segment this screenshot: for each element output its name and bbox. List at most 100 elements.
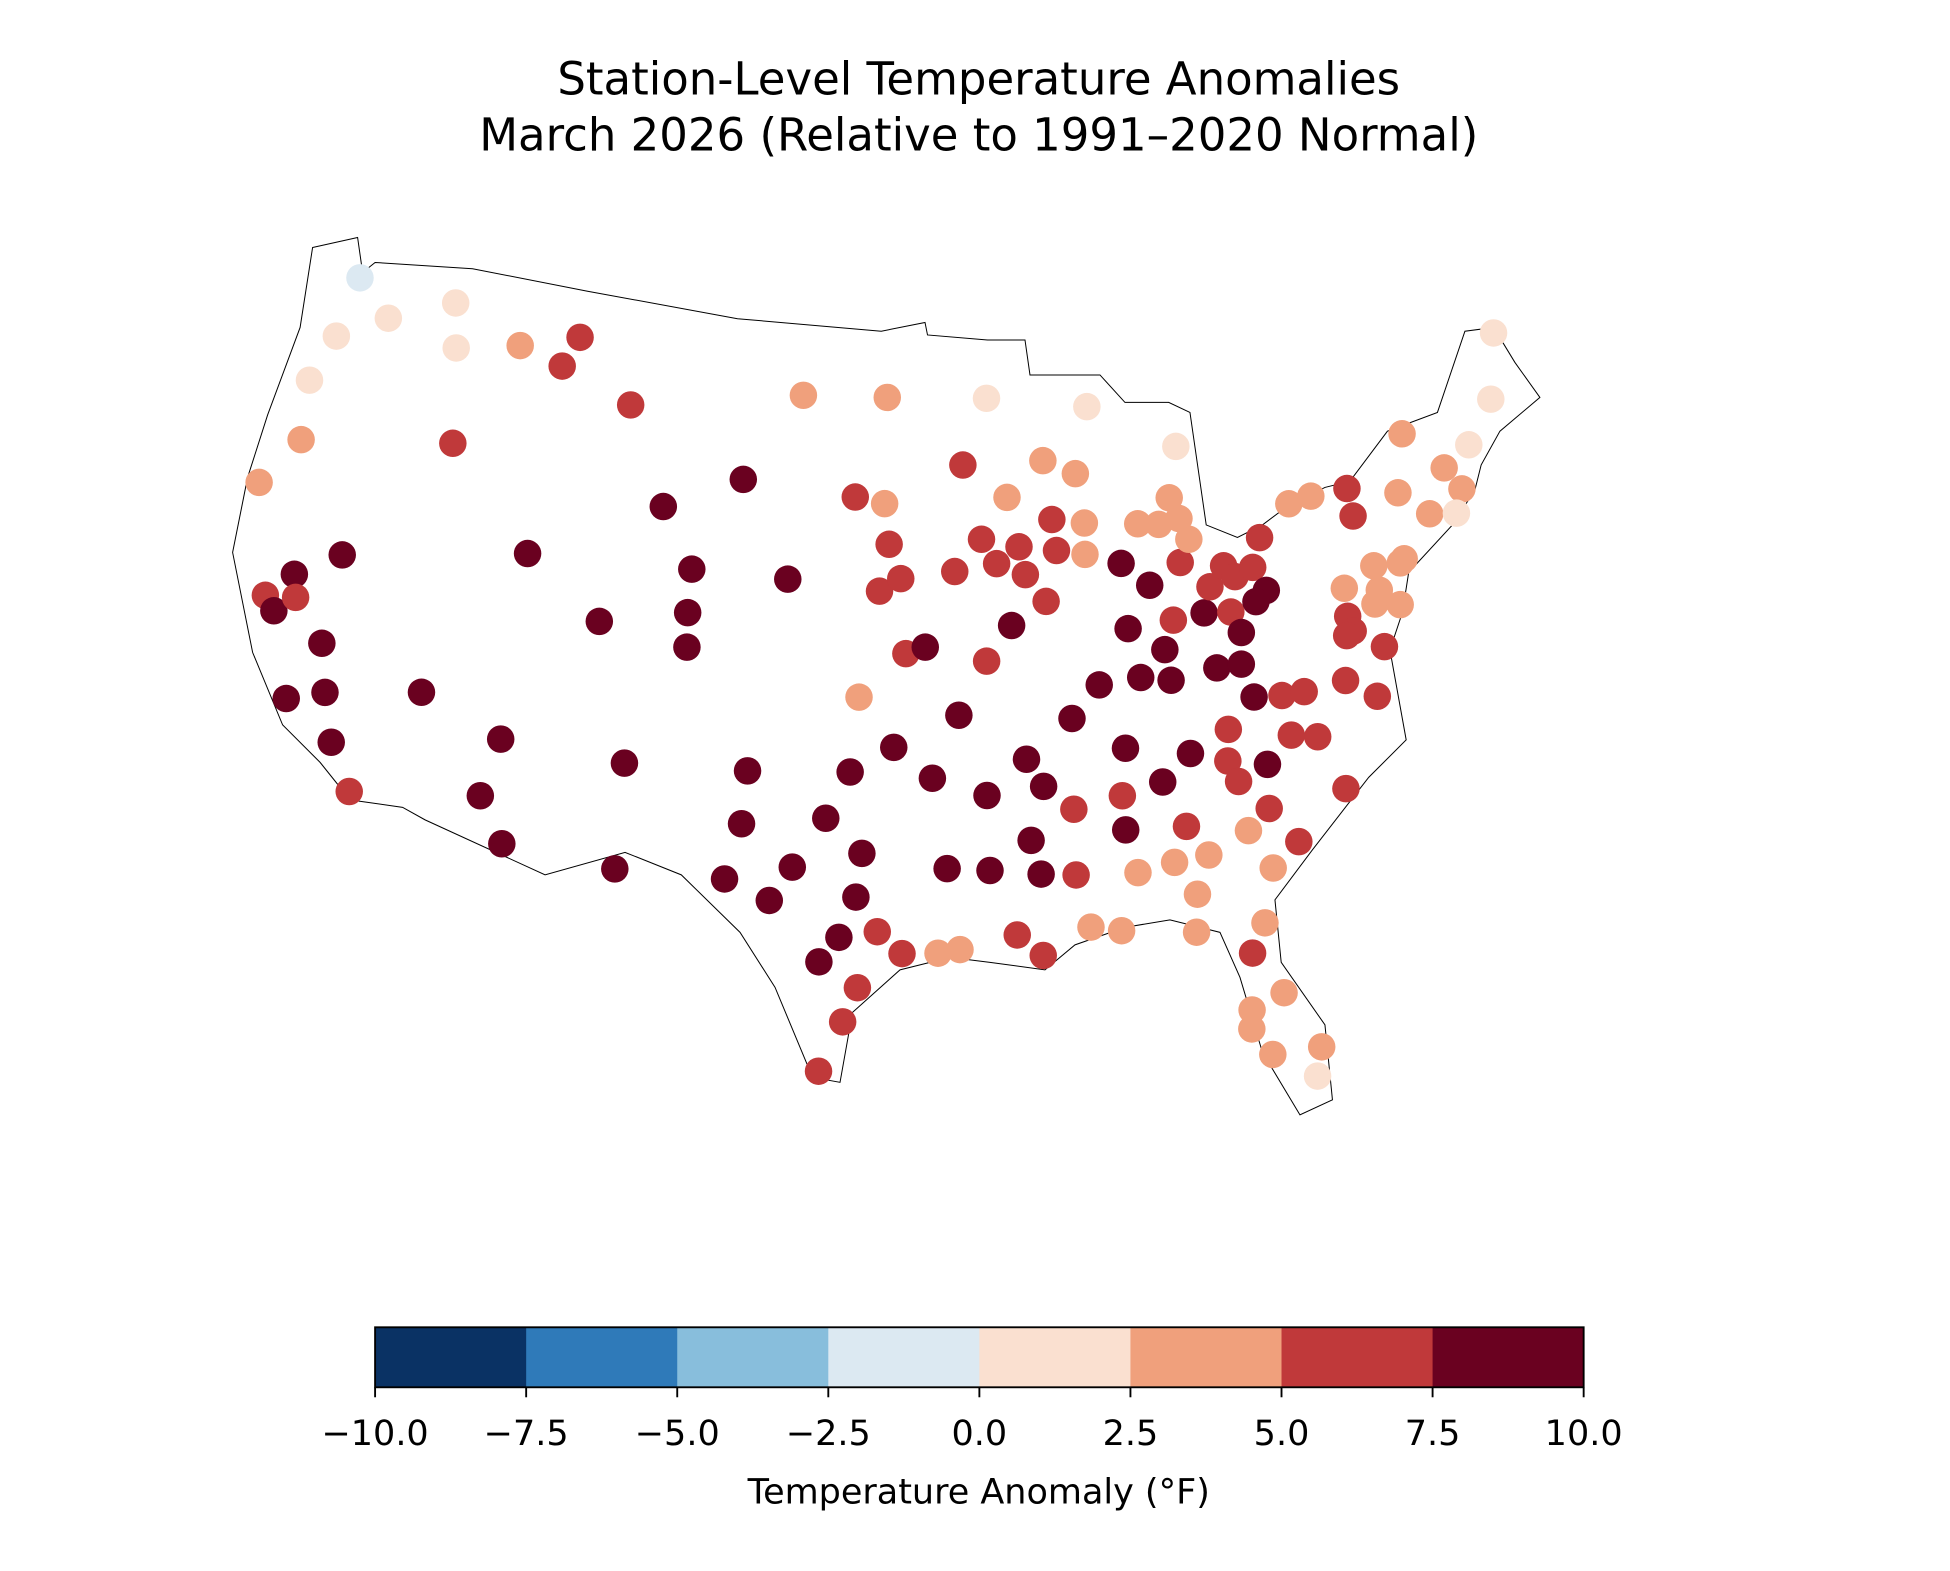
station-marker xyxy=(673,633,701,661)
station-marker xyxy=(1111,816,1140,844)
colorbar-segment xyxy=(1281,1327,1434,1388)
station-marker xyxy=(1060,795,1088,823)
us-outline xyxy=(232,236,1541,1116)
station-marker xyxy=(1384,479,1412,507)
station-marker xyxy=(1386,590,1414,619)
station-marker xyxy=(1196,573,1224,601)
station-marker xyxy=(842,883,870,911)
station-marker xyxy=(1214,747,1242,775)
station-marker xyxy=(941,557,969,586)
chart-subtitle: March 2026 (Relative to 1991–2020 Normal… xyxy=(479,109,1478,162)
station-marker xyxy=(1234,816,1263,845)
station-marker xyxy=(1238,996,1266,1024)
station-marker xyxy=(875,530,903,559)
colorbar-label: Temperature Anomaly (°F) xyxy=(747,1473,1210,1513)
station-marker xyxy=(982,549,1011,578)
station-marker xyxy=(1190,599,1218,627)
station-marker xyxy=(1203,654,1231,682)
colorbar-tick-label: 5.0 xyxy=(1254,1414,1310,1454)
station-marker xyxy=(442,334,470,362)
station-marker xyxy=(972,384,1001,413)
station-marker xyxy=(967,525,996,554)
station-marker xyxy=(1227,618,1256,647)
colorbar-tick-label: 2.5 xyxy=(1103,1414,1159,1454)
station-marker xyxy=(1227,650,1256,678)
station-marker xyxy=(281,583,310,612)
station-marker xyxy=(610,749,639,777)
station-marker xyxy=(887,564,915,593)
station-marker xyxy=(308,629,336,658)
station-marker xyxy=(1135,571,1164,600)
station-marker xyxy=(280,560,309,589)
station-marker xyxy=(1303,1062,1332,1090)
station-marker xyxy=(1214,715,1243,744)
station-marker xyxy=(1240,683,1268,711)
station-marker xyxy=(346,264,374,292)
station-marker xyxy=(1029,446,1057,475)
station-marker xyxy=(1155,484,1183,512)
station-marker xyxy=(1175,525,1203,554)
station-marker xyxy=(733,757,762,785)
station-marker xyxy=(843,973,872,1002)
station-marker xyxy=(1268,681,1296,710)
station-marker xyxy=(1061,459,1090,488)
station-marker xyxy=(972,647,1001,675)
station-marker xyxy=(548,352,576,380)
station-marker xyxy=(1070,509,1099,537)
station-marker xyxy=(245,468,273,497)
station-marker xyxy=(1277,721,1306,749)
station-marker xyxy=(727,809,756,838)
station-marker xyxy=(335,777,363,806)
station-marker xyxy=(439,429,467,458)
colorbar-tick-label: −7.5 xyxy=(484,1414,569,1454)
station-marker xyxy=(973,781,1001,810)
station-marker xyxy=(678,555,706,583)
colorbar-segment xyxy=(677,1327,829,1388)
station-marker xyxy=(601,855,629,883)
station-marker xyxy=(407,678,436,707)
station-marker xyxy=(1259,854,1287,882)
station-marker xyxy=(322,322,351,350)
station-marker xyxy=(1479,319,1508,347)
station-marker xyxy=(828,1008,857,1036)
station-marker xyxy=(1003,921,1031,949)
chart-title: Station-Level Temperature Anomalies xyxy=(557,52,1400,105)
station-marker xyxy=(1363,682,1392,711)
station-marker xyxy=(1038,505,1066,534)
station-marker xyxy=(946,935,974,964)
station-marker xyxy=(1285,827,1313,856)
colorbar-tick-label: 7.5 xyxy=(1405,1414,1461,1454)
station-marker xyxy=(1270,978,1298,1007)
station-marker xyxy=(649,492,678,521)
station-marker xyxy=(328,541,356,569)
station-marker xyxy=(1238,553,1267,582)
station-marker xyxy=(585,607,614,636)
colorbar-segment xyxy=(375,1327,527,1388)
station-marker xyxy=(1085,671,1113,699)
station-marker xyxy=(1290,677,1318,706)
station-marker xyxy=(1253,750,1282,779)
station-marker xyxy=(1151,635,1179,664)
station-marker xyxy=(1477,385,1505,413)
station-marker xyxy=(778,853,807,881)
station-marker xyxy=(1386,549,1415,577)
station-marker xyxy=(1251,909,1279,937)
station-marker xyxy=(805,948,833,976)
station-marker xyxy=(933,854,961,883)
station-marker xyxy=(1183,880,1212,908)
station-marker xyxy=(1005,533,1033,561)
station-marker xyxy=(848,839,876,868)
station-marker xyxy=(710,865,739,893)
station-marker xyxy=(1339,502,1367,530)
station-marker xyxy=(272,684,300,713)
colorbar-tick-label: 10.0 xyxy=(1545,1414,1623,1454)
station-marker xyxy=(845,683,873,711)
colorbar-tick-label: −10.0 xyxy=(321,1414,428,1454)
station-marker xyxy=(865,577,894,605)
station-marker xyxy=(1297,482,1325,510)
station-marker xyxy=(1307,1033,1336,1061)
station-marker xyxy=(870,489,899,518)
station-marker xyxy=(1162,432,1190,461)
station-marker xyxy=(1077,913,1105,941)
